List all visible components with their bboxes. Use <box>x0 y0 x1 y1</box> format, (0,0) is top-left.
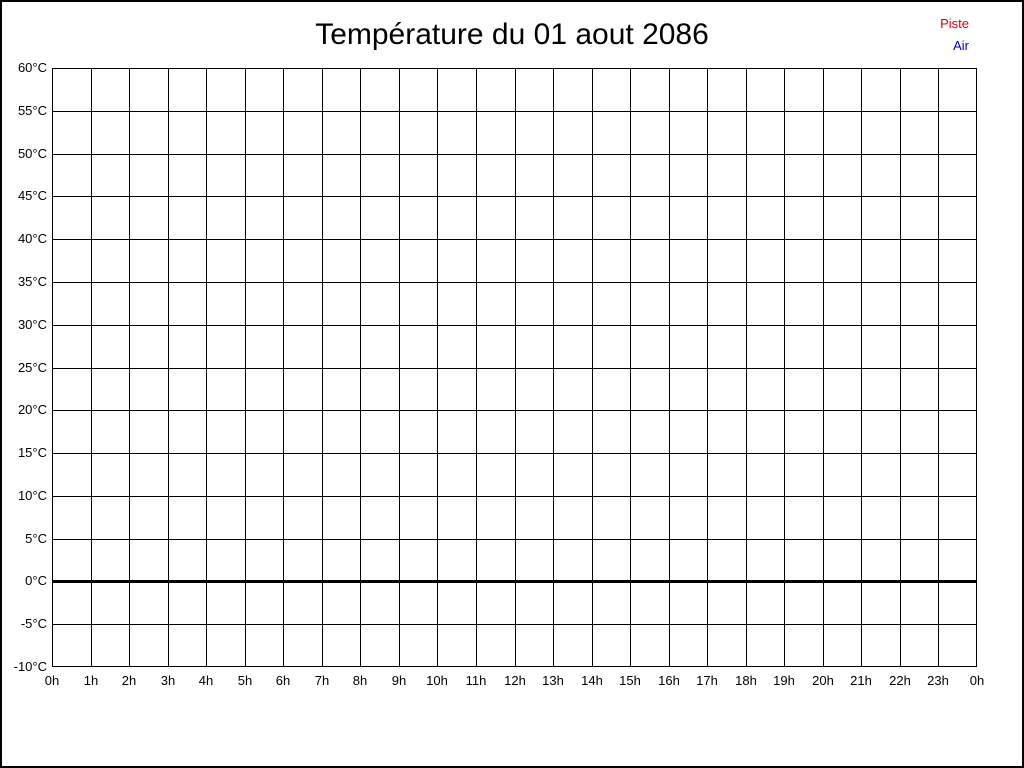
x-axis-tick-label: 4h <box>198 673 214 688</box>
y-axis-tick-label: -5°C <box>20 616 47 631</box>
gridline-horizontal <box>52 68 977 69</box>
gridline-vertical <box>245 68 246 667</box>
x-axis-tick-label: 18h <box>735 673 757 688</box>
legend-item-piste: Piste <box>940 16 969 31</box>
y-axis-tick-label: 30°C <box>17 317 47 332</box>
gridline-vertical <box>206 68 207 667</box>
y-axis-tick-label: 0°C <box>25 573 47 588</box>
x-axis-tick-label: 15h <box>619 673 641 688</box>
plot-area <box>52 68 977 667</box>
x-axis-tick-label: 23h <box>927 673 949 688</box>
y-axis-tick-label: -10°C <box>13 659 47 674</box>
gridline-horizontal <box>52 325 977 326</box>
y-axis-tick-label: 5°C <box>25 531 47 546</box>
gridline-vertical <box>630 68 631 667</box>
x-axis-tick-label: 0h <box>44 673 60 688</box>
gridline-horizontal <box>52 111 977 112</box>
y-axis-tick-label: 60°C <box>17 60 47 75</box>
gridline-vertical <box>515 68 516 667</box>
gridline-horizontal <box>52 453 977 454</box>
x-axis-tick-label: 8h <box>352 673 368 688</box>
legend-item-air: Air <box>953 38 969 53</box>
gridline-vertical <box>900 68 901 667</box>
gridline-horizontal <box>52 539 977 540</box>
x-axis-tick-label: 12h <box>504 673 526 688</box>
gridline-horizontal <box>52 196 977 197</box>
gridline-vertical <box>360 68 361 667</box>
gridline-vertical <box>437 68 438 667</box>
x-axis-tick-label: 16h <box>658 673 680 688</box>
y-axis-tick-label: 25°C <box>17 360 47 375</box>
x-axis-tick-label: 22h <box>889 673 911 688</box>
gridline-horizontal <box>52 410 977 411</box>
x-axis-tick-label: 17h <box>696 673 718 688</box>
y-axis-tick-label: 40°C <box>17 231 47 246</box>
gridline-vertical <box>322 68 323 667</box>
gridline-vertical <box>823 68 824 667</box>
y-axis-tick-label: 20°C <box>17 402 47 417</box>
chart-title: Température du 01 aout 2086 <box>315 18 709 51</box>
x-axis-tick-label: 21h <box>850 673 872 688</box>
gridline-vertical <box>553 68 554 667</box>
x-axis-tick-label: 13h <box>542 673 564 688</box>
x-axis-tick-label: 14h <box>581 673 603 688</box>
gridline-vertical <box>129 68 130 667</box>
gridline-horizontal <box>52 282 977 283</box>
x-axis-tick-label: 9h <box>391 673 407 688</box>
gridline-vertical <box>746 68 747 667</box>
gridline-vertical <box>476 68 477 667</box>
gridline-vertical <box>669 68 670 667</box>
gridline-vertical <box>399 68 400 667</box>
gridline-horizontal <box>52 368 977 369</box>
y-axis-tick-label: 15°C <box>17 445 47 460</box>
x-axis-tick-label: 11h <box>465 673 487 688</box>
gridline-vertical <box>168 68 169 667</box>
x-axis-tick-label: 20h <box>812 673 834 688</box>
gridline-horizontal <box>52 624 977 625</box>
chart-legend: Piste Air <box>940 13 969 57</box>
gridline-vertical <box>861 68 862 667</box>
x-axis-tick-label: 2h <box>121 673 137 688</box>
gridline-horizontal <box>52 239 977 240</box>
x-axis-tick-label: 1h <box>83 673 99 688</box>
gridline-vertical <box>707 68 708 667</box>
gridline-vertical <box>784 68 785 667</box>
y-axis-tick-label: 45°C <box>17 188 47 203</box>
gridline-horizontal <box>52 496 977 497</box>
gridline-vertical <box>976 68 977 667</box>
x-axis-tick-label: 10h <box>426 673 448 688</box>
y-axis-tick-label: 35°C <box>17 274 47 289</box>
y-axis-tick-label: 50°C <box>17 146 47 161</box>
y-axis-tick-label: 10°C <box>17 488 47 503</box>
gridline-horizontal <box>52 666 977 667</box>
gridline-vertical <box>283 68 284 667</box>
gridline-vertical <box>938 68 939 667</box>
gridline-vertical <box>592 68 593 667</box>
x-axis-tick-label: 6h <box>275 673 291 688</box>
x-axis-tick-label: 0h <box>969 673 985 688</box>
x-axis-tick-label: 5h <box>237 673 253 688</box>
zero-line <box>52 580 977 583</box>
x-axis-tick-label: 7h <box>314 673 330 688</box>
x-axis-tick-label: 3h <box>160 673 176 688</box>
gridline-vertical <box>91 68 92 667</box>
gridline-horizontal <box>52 154 977 155</box>
y-axis-tick-label: 55°C <box>17 103 47 118</box>
gridline-vertical <box>52 68 53 667</box>
x-axis-tick-label: 19h <box>773 673 795 688</box>
